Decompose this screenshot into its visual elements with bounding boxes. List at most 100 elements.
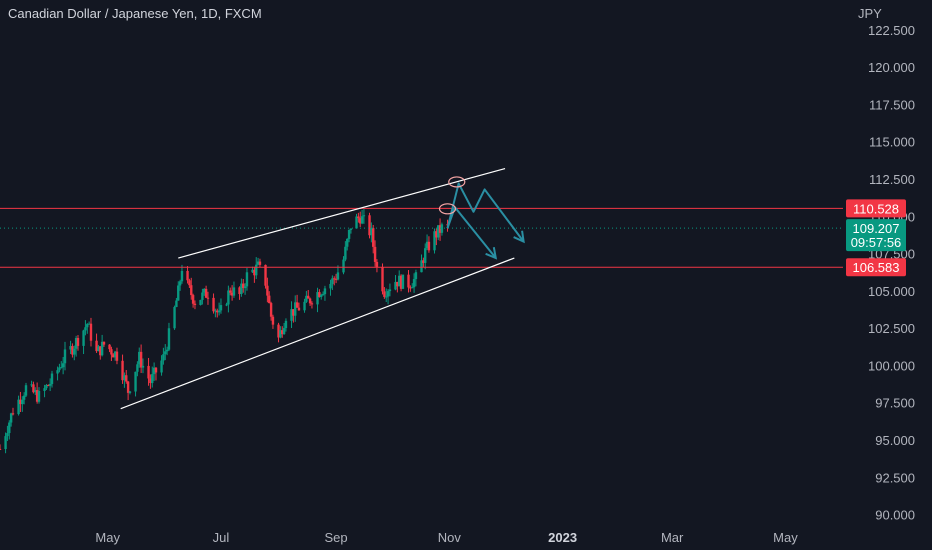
countdown-label: 09:57:56 (851, 235, 902, 250)
drawing-layer (120, 167, 525, 410)
candle-body (21, 399, 24, 405)
candle-body (201, 292, 204, 300)
y-tick-label: 112.500 (869, 172, 915, 187)
candle-body (102, 341, 106, 345)
candle-body (188, 280, 191, 286)
candle-body (17, 399, 20, 415)
candle-body (206, 297, 210, 299)
candle-body (89, 323, 93, 341)
candle-body (74, 337, 78, 349)
x-tick-label: May (773, 530, 798, 545)
candle-body (141, 365, 145, 368)
x-tick-label: Nov (438, 530, 462, 545)
candle-body (297, 307, 301, 311)
candle-body (318, 292, 321, 297)
candle-body (84, 327, 87, 331)
candle-body (398, 275, 401, 287)
candle-body (385, 296, 388, 298)
projection-arrowhead (485, 247, 498, 260)
candle-body (178, 281, 182, 286)
candle-body (100, 341, 104, 356)
candle-body (214, 310, 217, 312)
candle-body (334, 278, 338, 280)
x-tick-label: May (95, 530, 120, 545)
candle-body (47, 385, 50, 387)
candle-body (360, 216, 364, 224)
candle-body (34, 390, 37, 393)
candle-body (0, 448, 2, 450)
candle-body (217, 310, 221, 313)
candle-body (126, 381, 130, 393)
candle-body (342, 259, 345, 273)
candle-body (329, 283, 332, 289)
candle-body (164, 351, 167, 355)
candle-body (151, 374, 154, 384)
candle-body (76, 337, 80, 346)
candle-body (69, 346, 72, 350)
candle-body (162, 354, 165, 361)
candle-body (437, 225, 440, 238)
ellipse-marker (438, 203, 457, 215)
candle-body (284, 320, 288, 329)
candle-body (253, 269, 256, 276)
candle-body (323, 288, 327, 295)
x-tick-label: Sep (325, 530, 348, 545)
candle-body (43, 388, 46, 391)
level-price-tag (846, 258, 906, 277)
candle-body (305, 295, 308, 302)
candle-body (320, 294, 323, 297)
candle-body (307, 295, 310, 299)
candle-body (316, 292, 319, 305)
candle-body (238, 287, 241, 295)
candle-body (99, 346, 102, 356)
projection-arrowhead (513, 230, 525, 244)
candle-body (11, 413, 15, 415)
candle-body (440, 224, 444, 233)
candle-body (149, 378, 152, 384)
candle-body (134, 371, 137, 392)
projection-path (446, 182, 525, 243)
candle-body (113, 351, 117, 358)
candle-body (349, 228, 353, 230)
candle-body (266, 285, 269, 296)
candle-body (281, 330, 284, 335)
candle-body (160, 360, 163, 373)
candle-body (310, 303, 314, 305)
candle-body (230, 292, 234, 296)
horizontal-levels (0, 207, 843, 268)
candle-body (95, 340, 98, 352)
candle-body (375, 261, 379, 268)
candle-body (370, 228, 373, 236)
current-price-tag (846, 219, 906, 252)
candle-body (128, 391, 132, 393)
candle-body (359, 218, 362, 224)
candle-body (86, 324, 89, 328)
candle-body (373, 246, 377, 262)
y-tick-label: 100.000 (868, 358, 915, 373)
candle-body (22, 395, 26, 400)
candle-body (19, 399, 22, 405)
candle-body (414, 272, 418, 280)
current-price-label: 109.207 (853, 221, 900, 236)
candle-body (227, 290, 230, 305)
candle-body (333, 278, 336, 280)
y-tick-label: 92.500 (875, 470, 915, 485)
candle-body (422, 260, 425, 263)
candle-body (386, 291, 390, 297)
time-axis: May Jul Sep Nov 2023 Mar May (95, 530, 798, 545)
y-tick-label: 120.000 (868, 60, 915, 75)
candle-body (152, 367, 156, 375)
candle-body (290, 309, 293, 321)
candle-body (115, 351, 119, 361)
candle-body (251, 269, 254, 273)
candle-body (396, 281, 399, 287)
candle-body (139, 351, 143, 368)
y-tick-label: 117.500 (869, 97, 915, 112)
y-tick-label: 97.500 (875, 396, 915, 411)
candle-body (362, 215, 366, 217)
candle-body (71, 346, 74, 355)
candle-body (256, 261, 260, 265)
candle-body (427, 241, 431, 251)
candle-body (216, 310, 219, 313)
